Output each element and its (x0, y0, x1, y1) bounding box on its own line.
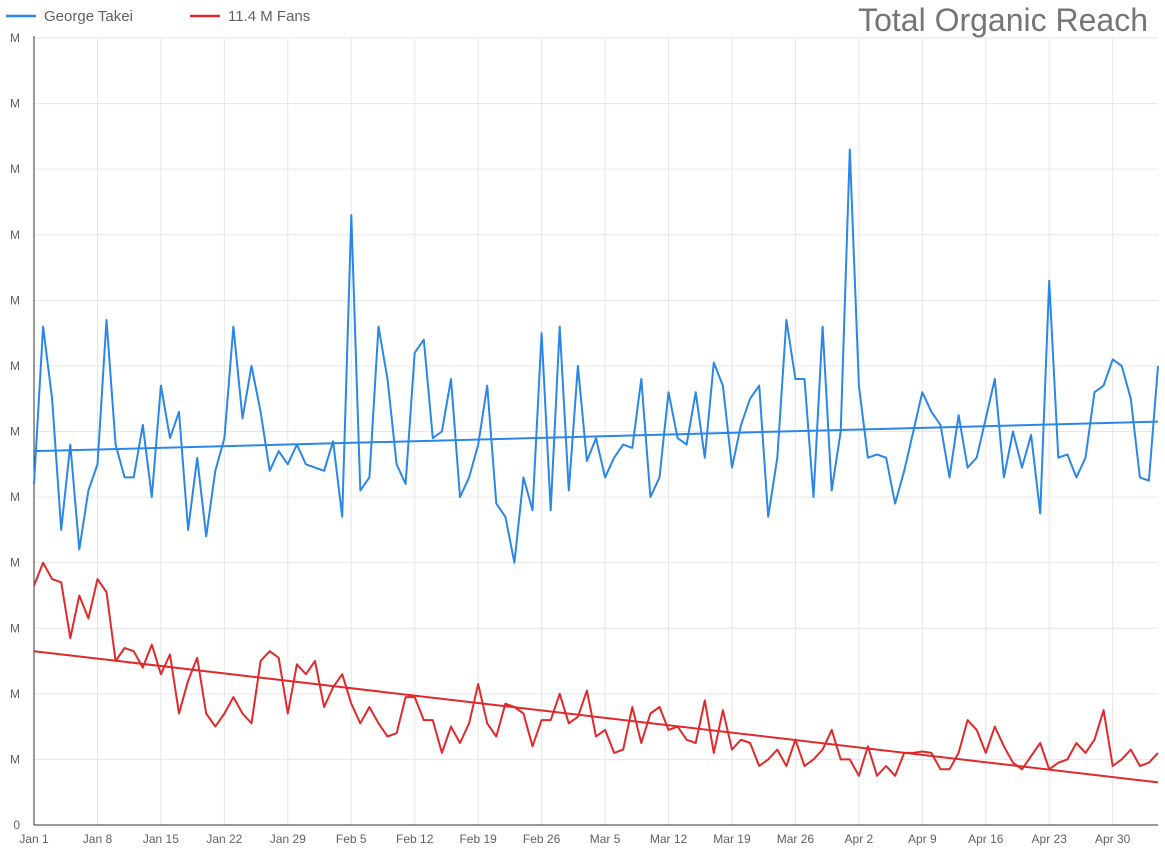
legend-label-fans: 11.4 M Fans (228, 8, 310, 25)
trendlines (33, 420, 1159, 784)
y-tick-label: M (10, 490, 20, 504)
x-tick-label: Mar 19 (713, 832, 751, 846)
y-tick-label: M (10, 359, 20, 373)
x-tick-label: Jan 15 (143, 832, 179, 846)
gridlines (34, 37, 1158, 825)
x-tick-labels: Jan 1 Jan 8 Jan 15 Jan 22 Jan 29 Feb 5 Feb 12 F… (19, 832, 1130, 846)
x-tick-label: Apr 9 (908, 832, 937, 846)
x-tick-label: Mar 12 (650, 832, 688, 846)
legend[interactable]: George Takei 11.4 M Fans (6, 8, 310, 25)
x-tick-label: Jan 29 (270, 832, 306, 846)
y-tick-label: 0 (13, 818, 20, 832)
x-tick-label: Apr 30 (1095, 832, 1131, 846)
legend-item-george-takei[interactable]: George Takei (6, 8, 133, 25)
x-tick-label: Jan 8 (83, 832, 113, 846)
y-tick-label: M (10, 556, 20, 570)
x-tick-label: Apr 2 (845, 832, 874, 846)
trendline-george-takei (33, 420, 1159, 453)
y-tick-label: M (10, 425, 20, 439)
x-tick-label: Feb 19 (459, 832, 497, 846)
x-tick-label: Jan 22 (206, 832, 242, 846)
legend-label-george-takei: George Takei (44, 8, 133, 25)
series-lines (33, 148, 1159, 777)
x-tick-label: Feb 5 (336, 832, 367, 846)
y-tick-label: M (10, 228, 20, 242)
legend-item-fans[interactable]: 11.4 M Fans (190, 8, 310, 25)
x-tick-label: Mar 5 (590, 832, 621, 846)
x-tick-label: Apr 23 (1032, 832, 1068, 846)
series-line-11-4-m-fans (33, 561, 1159, 777)
y-tick-label: M (10, 687, 20, 701)
y-tick-label: M (10, 97, 20, 111)
axes (33, 36, 1158, 826)
y-tick-label: M (10, 31, 20, 45)
x-tick-label: Feb 12 (396, 832, 434, 846)
y-tick-label: M (10, 752, 20, 766)
series-line-george-takei (33, 148, 1159, 564)
y-tick-label: M (10, 621, 20, 635)
chart-title: Total Organic Reach (858, 2, 1148, 38)
x-tick-label: Feb 26 (523, 832, 561, 846)
x-tick-label: Apr 16 (968, 832, 1004, 846)
y-tick-label: M (10, 162, 20, 176)
x-tick-label: Jan 1 (19, 832, 49, 846)
trendline-11-4-m-fans (33, 650, 1159, 784)
y-tick-label: M (10, 293, 20, 307)
y-tick-labels: 0 M M M M M M M M M M M M (10, 31, 20, 832)
x-tick-label: Mar 26 (777, 832, 815, 846)
